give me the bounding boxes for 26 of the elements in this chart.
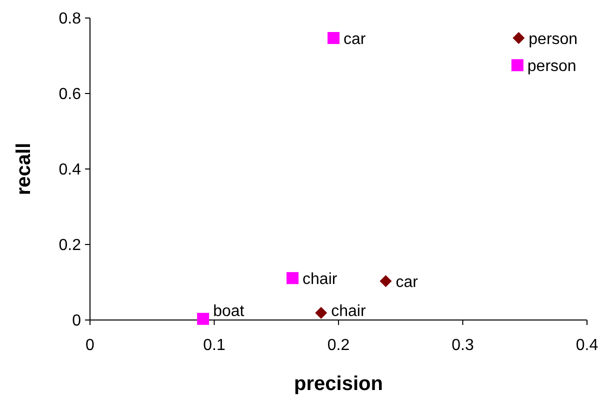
annotation: car: [344, 31, 366, 48]
x-axis-title: precision: [294, 373, 383, 395]
point: [197, 312, 210, 325]
point: [380, 275, 392, 288]
annotation: chair: [302, 271, 338, 288]
y-tick-label: 0.4: [58, 162, 82, 179]
x-tick-label: 0: [86, 337, 95, 354]
y-tick-label: 0.8: [58, 10, 82, 28]
x-tick-label: 0.2: [327, 337, 350, 354]
y-tick-label: 0.2: [58, 237, 82, 254]
annotation: car: [396, 274, 419, 292]
annotation: person: [527, 58, 576, 76]
x-tick-label: 0.4: [576, 337, 598, 354]
x-tick-label: 0.1: [203, 337, 226, 354]
point: [328, 32, 340, 44]
x-tick-label: 0.3: [452, 337, 474, 354]
y-axis-title: recall: [13, 142, 35, 196]
point: [286, 272, 299, 284]
y-tick-label: 0.6: [58, 86, 82, 104]
y-tick-label: 0: [72, 312, 82, 330]
annotation: chair: [331, 303, 366, 320]
point: [315, 306, 328, 319]
point: [511, 59, 524, 72]
annotation: boat: [213, 303, 245, 320]
point: [512, 32, 525, 44]
annotation: person: [528, 31, 578, 48]
